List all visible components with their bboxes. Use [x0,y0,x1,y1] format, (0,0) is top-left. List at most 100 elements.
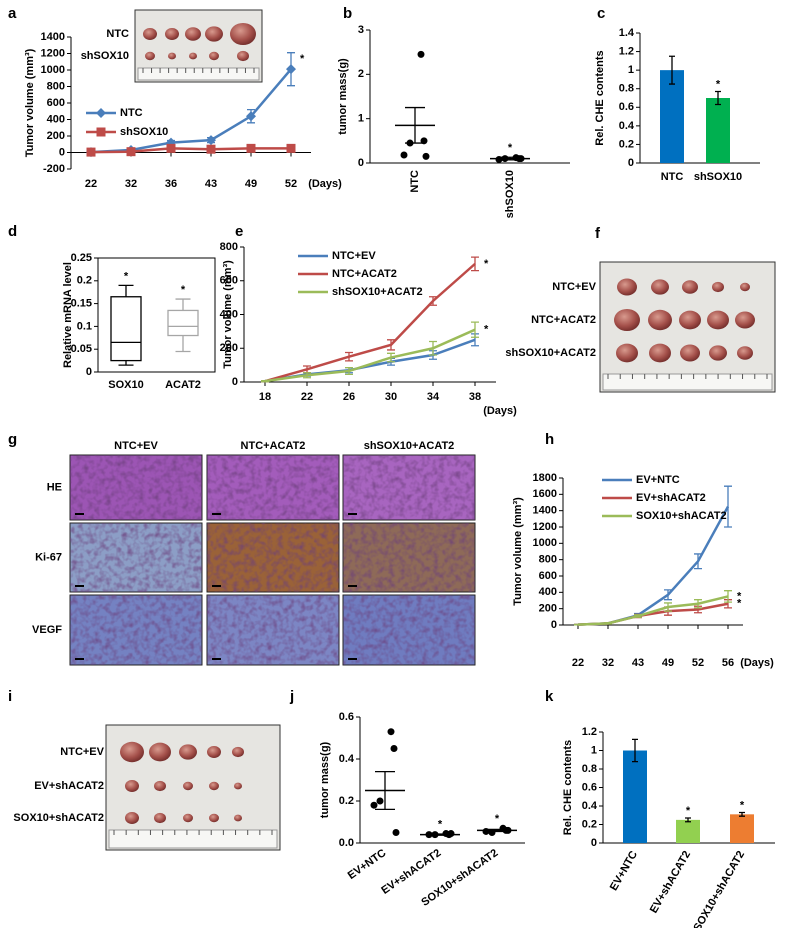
y-tick-label: 0.15 [71,298,92,310]
tumor [680,344,700,362]
ruler [108,829,278,849]
x-tick-label: 38 [469,391,481,403]
y-axis-label: Relative mRNA level [62,262,74,368]
legend-label: NTC [120,107,143,119]
y-tick-label: 400 [539,586,557,598]
y-axis-label: tumor mass(g) [337,58,349,135]
marker [206,144,216,154]
legend-label: NTC+EV [332,250,376,262]
marker [286,143,296,153]
y-tick-label: 0.4 [582,800,598,812]
tumor [207,746,221,758]
y-axis-label: Tumor volume (mm³) [512,497,524,606]
tumor [648,309,672,331]
row-label: shSOX10+ACAT2 [505,347,596,359]
y-tick-label: 800 [220,241,238,253]
x-tick-label: ACAT2 [165,379,201,391]
annotation: * [495,813,500,825]
tumor [183,813,193,823]
x-tick-label: 56 [722,657,734,669]
tumor [234,782,242,790]
x-tick-label: SOX10 [108,379,143,391]
row-label: SOX10+shACAT2 [13,812,104,824]
y-tick-label: 1200 [533,521,557,533]
x-tick-label: 49 [662,657,674,669]
y-tick-label: 0.1 [77,320,92,332]
x-tick-label: SOX10+shACAT2 [691,849,747,928]
y-tick-label: 0.8 [582,763,597,775]
micrograph-texture [207,455,339,520]
x-axis-label: (Days) [483,405,517,417]
box [110,296,142,362]
y-tick-label: 1000 [533,537,557,549]
panel-label: a [8,5,17,22]
tumor [120,741,144,763]
marker [126,147,136,157]
y-tick-label: 200 [539,603,557,615]
whisker [118,284,134,297]
y-tick-label: 600 [220,275,238,287]
panel-label: c [597,5,605,22]
tumor [145,51,155,61]
bar [676,819,700,843]
row-label: NTC+ACAT2 [531,314,596,326]
point [370,801,378,809]
y-tick-label: 1000 [41,64,65,76]
y-axis-label: Rel. CHE contents [562,740,574,835]
column-label: NTC+ACAT2 [241,440,306,452]
y-tick-label: 1600 [533,488,557,500]
y-tick-label: 0.0 [339,837,354,849]
marker [166,143,176,153]
y-tick-label: 0.2 [77,275,92,287]
tumor [125,812,139,824]
bar [730,814,754,843]
tumor [209,781,219,791]
panel-label: k [545,688,554,705]
marker [96,127,106,137]
y-tick-label: 0.4 [619,120,635,132]
annotation: * [686,805,691,817]
x-tick-label: 22 [301,391,313,403]
error-bar [715,90,721,106]
error-bar [669,55,675,85]
x-tick-label: 30 [385,391,397,403]
y-tick-label: 0.6 [339,711,354,723]
ruler [137,67,260,81]
y-tick-label: 400 [47,113,65,125]
y-tick-label: 0.25 [71,252,92,264]
row-label: VEGF [32,624,62,636]
tumor [185,27,201,41]
legend-label: SOX10+shACAT2 [636,510,727,522]
row-label: EV+shACAT2 [34,780,104,792]
micrograph-texture [343,523,475,592]
series-line [577,602,729,626]
marker [286,64,296,75]
x-axis-label: (Days) [740,657,774,669]
y-axis-label: Tumor volume (mm³) [24,48,36,157]
tumor [154,812,166,824]
x-tick-label: 22 [85,178,97,190]
tumor [209,51,219,61]
y-tick-label: 1 [358,113,364,125]
x-axis-label: (Days) [308,178,342,190]
x-tick-label: EV+NTC [608,849,640,893]
row-label: NTC+EV [552,281,596,293]
error-bar [685,817,691,823]
error-bar [500,156,520,161]
tumor [143,28,157,40]
annotation: * [508,142,513,154]
series-line [264,262,476,383]
legend-label: NTC+ACAT2 [332,268,397,280]
panel-label: j [289,688,294,705]
tumor [651,279,669,295]
micrograph-texture [343,455,475,520]
micrograph-texture [207,523,339,592]
y-tick-label: 0 [358,157,364,169]
x-tick-label: 36 [165,178,177,190]
y-tick-label: 0.2 [582,818,597,830]
y-tick-label: 0 [59,146,65,158]
y-axis-label: Rel. CHE contents [594,50,606,145]
y-tick-label: 0 [551,619,557,631]
y-tick-label: 0 [86,366,92,378]
y-tick-label: -200 [43,163,65,175]
